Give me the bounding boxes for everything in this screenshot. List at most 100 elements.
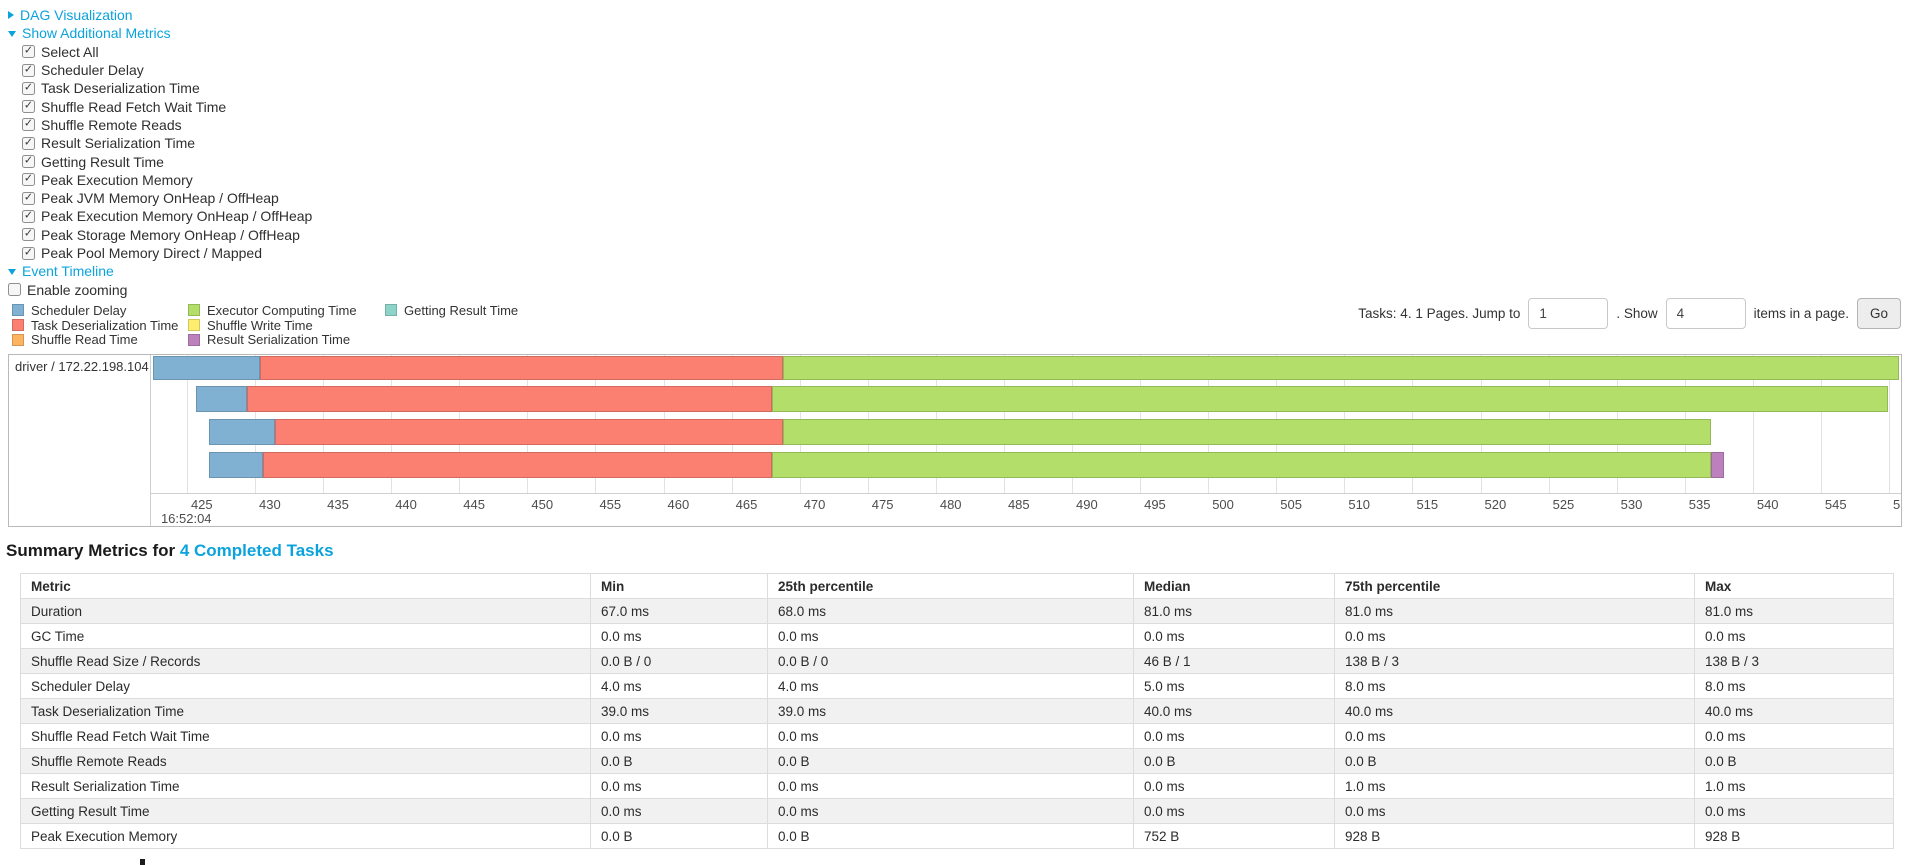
metric-checkbox-item[interactable]: Peak Execution Memory xyxy=(8,171,528,189)
table-cell: 67.0 ms xyxy=(590,598,768,624)
legend-label: Task Deserialization Time xyxy=(31,317,179,333)
legend-item: Executor Computing Time xyxy=(188,303,385,318)
partial-content-sliver xyxy=(140,859,145,865)
task-bar-segment-task-deserialization[interactable] xyxy=(263,452,773,478)
jump-to-page-input[interactable] xyxy=(1528,297,1609,329)
table-cell: 0.0 ms xyxy=(590,623,768,649)
table-row: Scheduler Delay 4.0 ms 4.0 ms 5.0 ms 8.0 ms 8… xyxy=(20,673,1894,699)
task-bar-segment-executor-computing[interactable] xyxy=(772,452,1711,478)
legend-swatch xyxy=(188,319,200,332)
legend-item: Shuffle Write Time xyxy=(188,318,385,333)
task-bar-segment-scheduler-delay[interactable] xyxy=(208,419,276,445)
table-cell: Shuffle Remote Reads xyxy=(20,748,591,774)
table-cell: Task Deserialization Time xyxy=(20,698,591,724)
metric-checkbox-label: Result Serialization Time xyxy=(41,135,196,152)
checkbox-checked-icon[interactable] xyxy=(22,246,35,260)
metric-checkbox-item[interactable]: Peak JVM Memory OnHeap / OffHeap xyxy=(8,189,528,207)
metric-checkbox-label: Getting Result Time xyxy=(41,153,164,170)
task-bar-segment-executor-computing[interactable] xyxy=(783,419,1711,445)
axis-tick-label: 490 xyxy=(1076,497,1098,512)
checkbox-checked-icon[interactable] xyxy=(22,155,35,169)
table-cell: 0.0 B xyxy=(1694,748,1894,774)
summary-metrics-title: Summary Metrics for 4 Completed Tasks xyxy=(6,541,334,561)
checkbox-checked-icon[interactable] xyxy=(22,173,35,187)
event-timeline-label: Event Timeline xyxy=(22,263,114,280)
metric-checkbox-item[interactable]: Task Deserialization Time xyxy=(8,79,528,97)
pagination-mid: . Show xyxy=(1616,305,1658,321)
timeline-row-label-column: driver / 172.22.198.104 xyxy=(9,355,151,526)
table-cell: 138 B / 3 xyxy=(1694,648,1894,674)
task-bar-segment-executor-computing[interactable] xyxy=(772,386,1888,412)
checkbox-checked-icon[interactable] xyxy=(22,45,35,59)
table-header-cell: 25th percentile xyxy=(767,573,1134,599)
table-cell: 0.0 B xyxy=(590,748,768,774)
enable-zooming-checkbox[interactable] xyxy=(8,283,21,297)
task-bar-segment-result-serialization[interactable] xyxy=(1710,452,1725,478)
table-cell: 8.0 ms xyxy=(1334,673,1695,699)
table-row: GC Time 0.0 ms 0.0 ms 0.0 ms 0.0 ms 0.0 ms xyxy=(20,623,1894,649)
axis-tick-label: 480 xyxy=(939,497,962,512)
checkbox-checked-icon[interactable] xyxy=(22,63,35,77)
task-bar-segment-task-deserialization[interactable] xyxy=(260,356,784,380)
metric-checkbox-item[interactable]: Shuffle Remote Reads xyxy=(8,116,528,134)
checkbox-checked-icon[interactable] xyxy=(22,118,35,132)
timeline-gridline xyxy=(1752,355,1754,493)
task-bar-segment-scheduler-delay[interactable] xyxy=(196,386,247,412)
axis-tick-label: 460 xyxy=(667,497,690,512)
pagination-suffix: items in a page. xyxy=(1753,305,1849,321)
axis-tick-label: 470 xyxy=(803,497,826,512)
metric-checkbox-item[interactable]: Select All xyxy=(8,43,528,61)
metric-checkbox-label: Peak Storage Memory OnHeap / OffHeap xyxy=(41,226,300,243)
metric-checkbox-item[interactable]: Getting Result Time xyxy=(8,152,528,170)
enable-zooming-row[interactable]: Enable zooming xyxy=(8,280,528,298)
task-bar-segment-executor-computing[interactable] xyxy=(783,356,1899,380)
legend-item: Getting Result Time xyxy=(385,303,518,318)
timeline-plot-area: 425 430 435 440 445 450 455 460 465 470 475 480 485 4… xyxy=(151,355,1901,526)
table-header-cell: Min xyxy=(590,573,768,599)
checkbox-checked-icon[interactable] xyxy=(22,100,35,114)
task-bar-segment-task-deserialization[interactable] xyxy=(275,419,784,445)
axis-tick-label: 510 xyxy=(1348,497,1371,512)
task-bar-segment-task-deserialization[interactable] xyxy=(246,386,773,412)
checkbox-checked-icon[interactable] xyxy=(22,81,35,95)
dag-visualization-link[interactable]: DAG Visualization xyxy=(8,6,528,24)
table-cell: 40.0 ms xyxy=(1334,698,1695,724)
checkbox-checked-icon[interactable] xyxy=(22,136,35,150)
axis-tick-label: 535 xyxy=(1688,497,1711,512)
table-cell: 40.0 ms xyxy=(1133,698,1335,724)
go-button[interactable]: Go xyxy=(1856,297,1901,329)
table-cell: 0.0 ms xyxy=(1334,723,1695,749)
table-cell: 0.0 B xyxy=(767,748,1134,774)
checkbox-checked-icon[interactable] xyxy=(22,228,35,242)
table-cell: 752 B xyxy=(1133,823,1335,849)
show-additional-metrics-link[interactable]: Show Additional Metrics xyxy=(8,24,528,42)
timeline-gridline xyxy=(186,355,188,493)
table-cell: 0.0 B xyxy=(590,823,768,849)
items-per-page-input[interactable] xyxy=(1665,297,1746,329)
axis-tick-label: 525 xyxy=(1552,497,1575,512)
metric-checkbox-item[interactable]: Peak Storage Memory OnHeap / OffHeap xyxy=(8,226,528,244)
task-bar-segment-scheduler-delay[interactable] xyxy=(208,452,264,478)
table-header-row: Metric Min 25th percentile Median 75th perce… xyxy=(20,573,1894,599)
table-cell: 0.0 ms xyxy=(1133,798,1335,824)
axis-tick-label: 500 xyxy=(1212,497,1234,512)
metric-checkbox-item[interactable]: Peak Execution Memory OnHeap / OffHeap xyxy=(8,207,528,225)
metric-checkbox-item[interactable]: Shuffle Read Fetch Wait Time xyxy=(8,97,528,115)
checkbox-checked-icon[interactable] xyxy=(22,209,35,223)
task-bar-segment-scheduler-delay[interactable] xyxy=(152,356,261,380)
stage-controls: DAG Visualization Show Additional Metric… xyxy=(8,6,528,299)
metric-checkbox-item[interactable]: Peak Pool Memory Direct / Mapped xyxy=(8,244,528,262)
table-cell: 39.0 ms xyxy=(590,698,768,724)
caret-down-icon xyxy=(8,269,16,276)
event-timeline-link[interactable]: Event Timeline xyxy=(8,262,528,280)
table-cell: 1.0 ms xyxy=(1694,773,1894,799)
metric-checkbox-item[interactable]: Result Serialization Time xyxy=(8,134,528,152)
table-cell: 0.0 B xyxy=(1334,748,1695,774)
completed-tasks-link[interactable]: 4 Completed Tasks xyxy=(179,541,334,560)
table-row: Duration 67.0 ms 68.0 ms 81.0 ms 81.0 ms 81.0… xyxy=(20,598,1894,624)
metric-checkbox-item[interactable]: Scheduler Delay xyxy=(8,61,528,79)
table-row: Shuffle Read Fetch Wait Time 0.0 ms 0.0 ms… xyxy=(20,723,1894,749)
table-row: Task Deserialization Time 39.0 ms 39.0 ms 4… xyxy=(20,698,1894,724)
checkbox-checked-icon[interactable] xyxy=(22,191,35,205)
table-cell: 0.0 B xyxy=(767,823,1134,849)
